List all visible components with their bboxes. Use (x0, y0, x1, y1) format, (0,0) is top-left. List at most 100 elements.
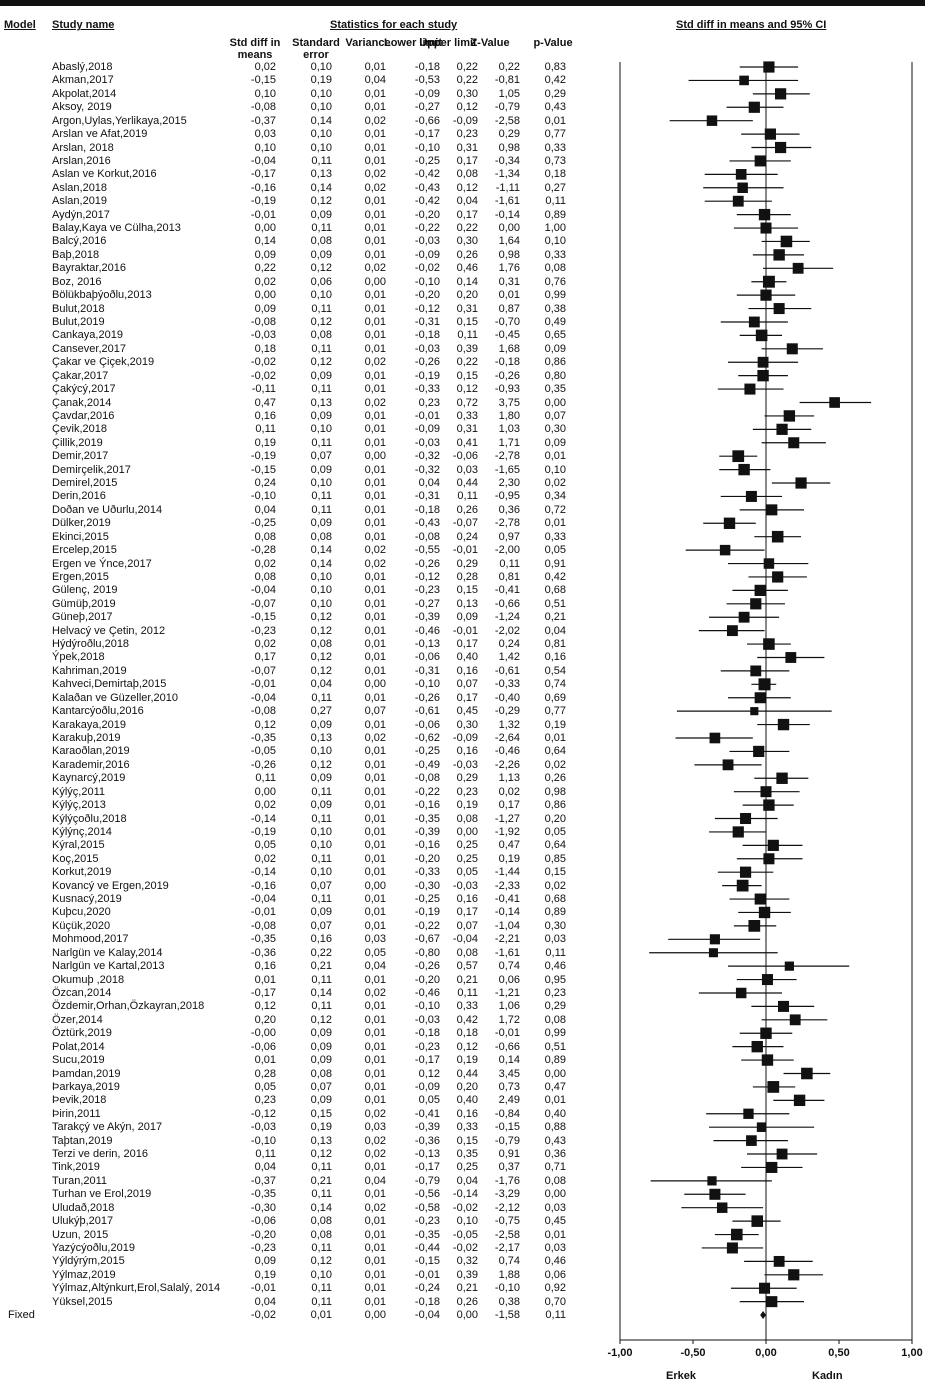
upper-limit: 0,08 (456, 168, 478, 181)
effect-square (748, 316, 760, 328)
study-name: Özcan,2014 (52, 986, 112, 999)
z-value: -1,44 (494, 866, 520, 879)
lower-limit: -0,39 (414, 611, 440, 624)
z-value: -0,41 (494, 584, 520, 597)
std-error: 0,08 (310, 530, 332, 543)
z-value: -2,64 (494, 732, 520, 744)
z-value: -0,41 (494, 893, 520, 906)
lower-limit: -0,13 (414, 1148, 440, 1161)
p-value: 0,83 (544, 61, 566, 73)
lower-limit: -0,41 (414, 1107, 440, 1120)
variance: 0,01 (364, 812, 386, 825)
p-value: 0,33 (544, 530, 566, 543)
lower-limit: -0,30 (414, 879, 440, 892)
lower-limit: -0,55 (414, 544, 440, 557)
effect-square (760, 786, 772, 798)
std-diff: -0,02 (250, 356, 276, 369)
lower-limit: -0,31 (414, 664, 440, 677)
effect-square (754, 155, 766, 167)
p-value: 0,51 (544, 1040, 566, 1053)
study-name: Turan,2011 (52, 1174, 108, 1187)
upper-limit: 0,39 (456, 1268, 478, 1281)
effect-square (709, 934, 720, 945)
study-name: Mohmood,2017 (52, 933, 129, 946)
std-error: 0,08 (310, 1228, 332, 1241)
p-value: 0,70 (544, 1295, 566, 1308)
study-name: Kahveci,Demirtaþ,2015 (52, 678, 167, 691)
lower-limit: -0,26 (414, 557, 440, 570)
z-value: 0,47 (498, 839, 520, 852)
effect-square (723, 517, 736, 529)
lower-limit: -0,09 (414, 423, 440, 436)
std-diff: 0,04 (254, 1161, 276, 1174)
variance: 0,02 (364, 1134, 386, 1147)
study-name: Ekinci,2015 (52, 530, 109, 543)
effect-square (763, 853, 775, 865)
upper-limit: 0,18 (456, 1027, 478, 1040)
p-value: 0,01 (544, 114, 566, 127)
variance: 0,01 (364, 302, 386, 315)
std-error: 0,27 (310, 705, 332, 718)
std-error: 0,14 (310, 114, 332, 127)
std-error: 0,07 (310, 879, 332, 892)
summary-lower-limit: -0,04 (414, 1309, 440, 1322)
upper-limit: 0,29 (456, 557, 478, 570)
z-value: 0,00 (498, 222, 520, 235)
variance: 0,01 (364, 195, 386, 208)
study-name: Þevik,2018 (52, 1094, 107, 1107)
std-diff: 0,12 (254, 718, 276, 731)
p-value: 0,15 (544, 866, 566, 879)
study-name: Kuþcu,2020 (52, 906, 111, 919)
std-error: 0,10 (310, 477, 332, 490)
std-error: 0,11 (311, 893, 332, 906)
variance-header: Variance (345, 37, 391, 49)
lower-limit: -0,22 (414, 222, 440, 235)
study-name: Demir,2017 (52, 450, 109, 463)
study-name: Karademir,2016 (52, 758, 130, 771)
effect-square (767, 1081, 780, 1093)
variance: 0,02 (364, 1201, 386, 1214)
study-name: Karakaya,2019 (52, 718, 126, 731)
lower-limit: -0,39 (414, 825, 440, 838)
p-value: 0,98 (544, 785, 566, 798)
effect-square (778, 1000, 790, 1012)
z-value: -0,34 (494, 154, 520, 167)
effect-square (735, 987, 747, 999)
upper-limit: 0,24 (456, 530, 478, 543)
study-name: Kýlýnç,2014 (52, 825, 112, 838)
p-value: 0,89 (544, 1054, 566, 1067)
std-diff: -0,01 (250, 678, 276, 691)
p-value: 0,77 (544, 128, 566, 141)
variance: 0,01 (364, 315, 386, 328)
upper-limit: -0,09 (452, 732, 478, 744)
lower-limit: -0,20 (414, 289, 440, 302)
effect-square (748, 101, 760, 113)
std-diff: -0,19 (250, 450, 276, 463)
std-error: 0,10 (310, 839, 332, 852)
p-value: 0,51 (544, 597, 566, 610)
p-value: 0,69 (544, 691, 566, 704)
std-error: 0,04 (310, 678, 332, 691)
study-name: Korkut,2019 (52, 866, 112, 879)
lower-limit: -0,08 (414, 772, 440, 785)
lower-limit: -0,61 (414, 705, 440, 718)
z-value: -1,21 (494, 986, 520, 999)
lower-limit: -0,16 (414, 839, 440, 852)
z-value: -0,66 (494, 597, 520, 610)
lower-limit: -0,36 (414, 1134, 440, 1147)
variance: 0,02 (364, 1107, 386, 1120)
study-name: Aydýn,2017 (52, 208, 110, 221)
std-diff: -0,15 (250, 463, 276, 476)
lower-limit: -0,46 (414, 624, 440, 637)
upper-limit: 0,23 (456, 128, 478, 141)
study-name: Kýlýçoðlu,2018 (52, 812, 127, 825)
p-value: 0,92 (544, 1282, 566, 1295)
z-value: 0,22 (498, 61, 520, 73)
effect-square (739, 866, 752, 878)
lower-limit: -0,31 (414, 315, 440, 328)
lower-limit: -0,25 (414, 893, 440, 906)
std-diff: -0,04 (250, 691, 276, 704)
std-error: 0,09 (310, 718, 332, 731)
std-error: 0,14 (310, 557, 332, 570)
